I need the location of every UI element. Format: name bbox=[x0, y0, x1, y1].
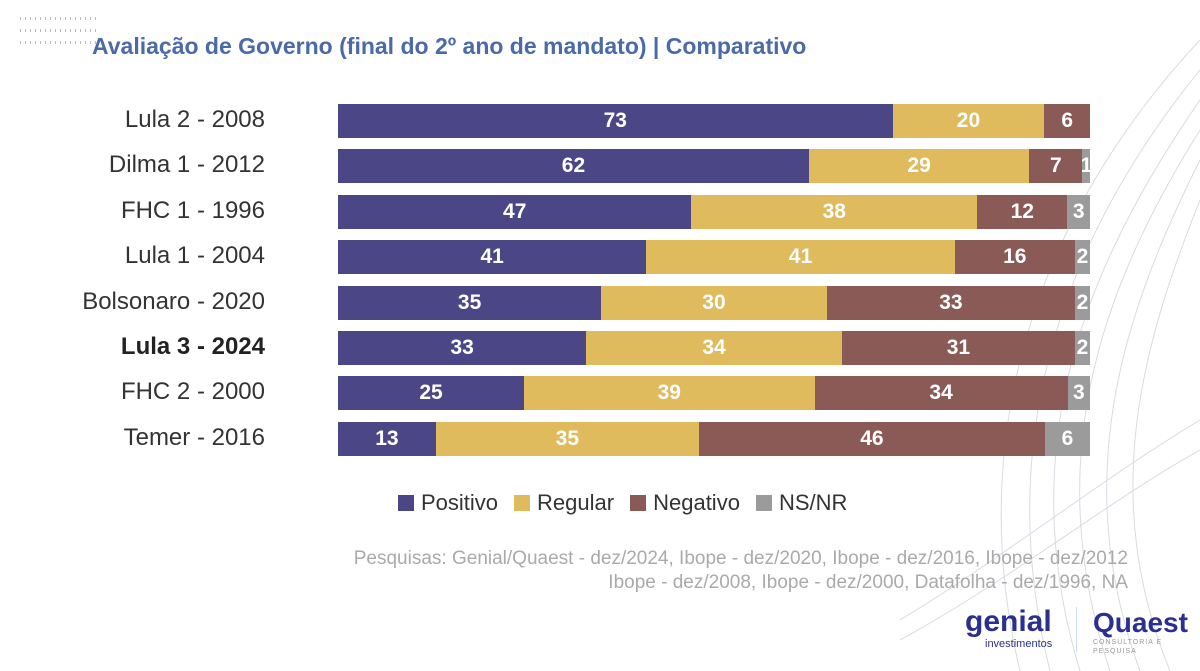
bar-segment-negativo: 34 bbox=[814, 376, 1068, 411]
bar-segment-negativo: 33 bbox=[826, 285, 1075, 320]
genial-logo-sub: investimentos bbox=[985, 638, 1053, 650]
bar-segment-nsnr: 3 bbox=[1067, 194, 1090, 229]
bar-segment-positivo: 41 bbox=[338, 240, 647, 275]
quaest-logo: Quaest CONSULTORIA E PESQUISA bbox=[1093, 608, 1200, 656]
logo-divider bbox=[1076, 607, 1077, 652]
legend-swatch bbox=[755, 495, 772, 511]
category-label: FHC 2 - 2000 bbox=[120, 378, 265, 406]
legend-label: Positivo bbox=[421, 490, 499, 515]
category-label: Lula 3 - 2024 bbox=[120, 333, 265, 360]
source-note: Pesquisas: Genial/Quaest - dez/2024, Ibo… bbox=[354, 547, 1128, 595]
bar-segment-regular: 41 bbox=[646, 240, 955, 275]
category-label: Bolsonaro - 2020 bbox=[82, 287, 265, 315]
bar-segment-regular: 30 bbox=[601, 285, 827, 320]
bar-segment-negativo: 7 bbox=[1029, 149, 1083, 184]
bar-segment-positivo: 73 bbox=[338, 104, 893, 138]
legend-swatch bbox=[514, 495, 531, 511]
legend-item: Regular bbox=[514, 490, 614, 516]
legend-label: Regular bbox=[537, 490, 615, 515]
genial-logo-text: genial bbox=[965, 605, 1052, 638]
source-line: Pesquisas: Genial/Quaest - dez/2024, Ibo… bbox=[353, 548, 1128, 569]
bar-segment-positivo: 62 bbox=[338, 149, 809, 184]
bar-segment-negativo: 46 bbox=[698, 421, 1045, 456]
category-label: Lula 1 - 2004 bbox=[124, 242, 265, 270]
bar-segment-positivo: 47 bbox=[338, 194, 692, 229]
category-label: Lula 2 - 2008 bbox=[124, 106, 265, 133]
bar-segment-regular: 35 bbox=[435, 421, 699, 456]
legend-item: NS/NR bbox=[755, 490, 848, 516]
bar-segment-negativo: 6 bbox=[1044, 104, 1090, 138]
bar-segment-nsnr: 3 bbox=[1067, 376, 1090, 411]
page-title: Avaliação de Governo (final do 2º ano de… bbox=[92, 33, 807, 59]
legend: Positivo Regular Negativo NS/NR bbox=[398, 490, 847, 516]
quaest-logo-text: Quaest bbox=[1093, 607, 1188, 638]
category-label: FHC 1 - 1996 bbox=[120, 196, 265, 224]
bar-segment-regular: 38 bbox=[691, 194, 978, 229]
bar-segment-negativo: 12 bbox=[977, 194, 1068, 229]
source-line: Ibope - dez/2008, Ibope - dez/2000, Data… bbox=[608, 572, 1128, 593]
bar-segment-negativo: 16 bbox=[954, 240, 1075, 275]
bar-segment-regular: 29 bbox=[808, 149, 1030, 184]
bar-segment-regular: 20 bbox=[892, 104, 1045, 138]
legend-swatch bbox=[630, 495, 647, 511]
legend-item: Negativo bbox=[630, 490, 740, 516]
bar-segment-nsnr: 2 bbox=[1074, 331, 1090, 365]
category-label: Temer - 2016 bbox=[123, 423, 265, 451]
bar-segment-nsnr: 2 bbox=[1074, 285, 1090, 320]
legend-label: NS/NR bbox=[778, 490, 848, 515]
bar-segment-nsnr: 1 bbox=[1082, 149, 1090, 184]
legend-swatch bbox=[398, 495, 414, 511]
bar-segment-positivo: 25 bbox=[338, 376, 525, 411]
bar-segment-regular: 34 bbox=[586, 331, 842, 365]
bar-segment-nsnr: 2 bbox=[1074, 240, 1090, 275]
decorative-barcode bbox=[20, 17, 100, 53]
bar-segment-positivo: 33 bbox=[338, 331, 587, 365]
legend-item: Positivo bbox=[398, 490, 498, 516]
legend-label: Negativo bbox=[653, 490, 740, 515]
bar-segment-regular: 39 bbox=[524, 376, 815, 411]
bar-segment-negativo: 31 bbox=[841, 331, 1075, 365]
category-label: Dilma 1 - 2012 bbox=[108, 151, 265, 179]
quaest-logo-sub: CONSULTORIA E PESQUISA bbox=[1093, 639, 1163, 655]
bar-segment-positivo: 35 bbox=[338, 285, 602, 320]
genial-logo: genial investimentos bbox=[965, 606, 1052, 651]
bar-segment-nsnr: 6 bbox=[1044, 421, 1090, 456]
bar-segment-positivo: 13 bbox=[338, 421, 436, 456]
